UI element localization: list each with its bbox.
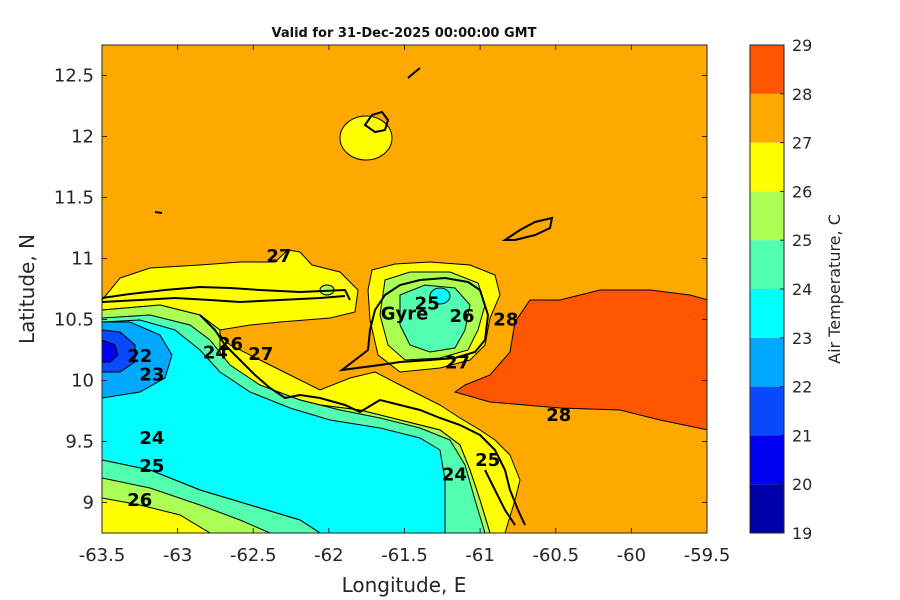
contour-fill-24c [399,284,471,353]
y-tick-label: 9.5 [65,432,94,453]
chart-title: Valid for 31-Dec-2025 00:00:00 GMT [272,26,537,41]
y-axis: 9 9.5 10 10.5 11 11.5 12 12.5 [54,66,707,514]
colorbar: 19 20 21 22 23 24 25 26 27 28 29 [749,36,812,543]
colorbar-tick-label: 29 [792,36,812,55]
colorbar-swatch [750,484,784,533]
contour-fill-26g [339,115,393,161]
contour-label: 23 [139,365,164,386]
contour-label: 25 [415,294,440,315]
x-tick-label: -62.5 [230,545,277,566]
x-axis: -63.5 -63 -62.5 -62 -61.5 -61 -60.5 -60 -59.5 [79,45,731,566]
plot-area [102,45,707,533]
contour-label: 24 [442,465,467,486]
y-tick-label: 11.5 [54,188,94,209]
contour-label: 22 [127,346,152,367]
x-tick-label: -60.5 [532,545,579,566]
contour-label: 26 [449,306,474,327]
x-tick-label: -61.5 [381,545,428,566]
x-tick-label: -63.5 [79,545,126,566]
x-tick-label: -63 [163,545,192,566]
colorbar-swatch [750,240,784,289]
colorbar-tick-label: 27 [792,134,812,153]
contour-fill-20 [102,339,119,363]
contour-label: 28 [546,405,571,426]
colorbar-tick-label: 21 [792,426,812,445]
colorbar-tick-label: 28 [792,85,812,104]
colorbar-tick-label: 26 [792,182,812,201]
colorbar-tick-label: 22 [792,378,812,397]
colorbar-tick-label: 23 [792,329,812,348]
x-tick-label: -59.5 [684,545,731,566]
contour-label: 26 [127,490,152,511]
contour-label: 24 [203,343,228,364]
y-tick-label: 9 [83,493,94,514]
place-label: Gyre [381,304,429,325]
y-tick-label: 10 [71,371,94,392]
x-tick-label: -60 [617,545,646,566]
y-axis-label: Latitude, N [15,234,39,344]
place-labels: Gyre [381,304,429,325]
contour-label: 26 [218,334,243,355]
colorbar-tick-label: 19 [792,524,812,543]
y-tick-label: 11 [71,249,94,270]
contour-label: 25 [475,450,500,471]
colorbar-swatch [750,93,784,143]
colorbar-tick-label: 25 [792,231,812,250]
colorbar-tick-label: 20 [792,475,812,494]
contour-fill-26s [102,497,211,533]
x-tick-label: -61 [465,545,494,566]
contour-fill-23c [429,287,451,305]
colorbar-swatch [750,337,784,387]
contour-label: 27 [266,246,291,267]
colorbar-swatch [750,142,784,192]
y-tick-label: 12 [71,127,94,148]
contour-fill-28 [453,289,707,431]
contour-label: 27 [248,344,273,365]
colorbar-swatch [750,386,784,436]
contour-label: 24 [139,428,164,449]
contour-label: 25 [139,456,164,477]
colorbar-swatch [750,191,784,241]
colorbar-swatch [750,435,784,485]
colorbar-tick-label: 24 [792,280,812,299]
colorbar-swatch [750,45,784,94]
colorbar-swatch [750,289,784,338]
contour-label: 28 [493,310,518,331]
x-tick-label: -62 [314,545,343,566]
y-tick-label: 12.5 [54,66,94,87]
colorbar-label: Air Temperature, C [825,214,844,364]
y-tick-label: 10.5 [54,310,94,331]
contour-label: 27 [445,352,470,373]
x-axis-label: Longitude, E [342,573,467,597]
coastlines [102,67,554,526]
